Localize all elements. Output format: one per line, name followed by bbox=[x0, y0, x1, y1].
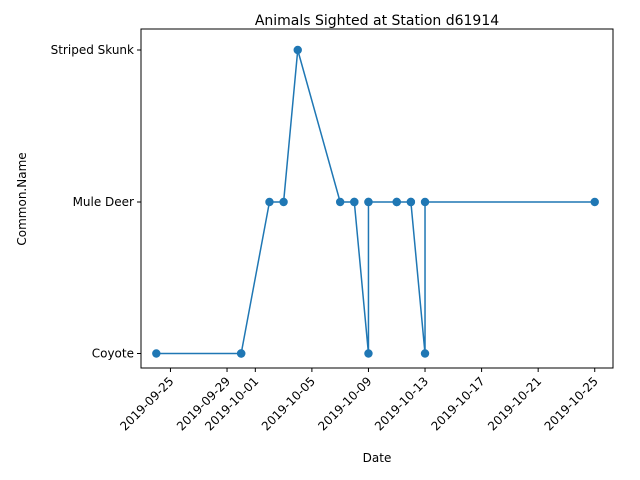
x-tick-label: 2019-10-17 bbox=[428, 374, 487, 433]
data-point bbox=[420, 197, 430, 207]
data-point bbox=[293, 45, 302, 55]
plot-frame bbox=[140, 28, 614, 369]
y-axis-label: Common.Name bbox=[15, 152, 29, 245]
x-axis: 2019-09-252019-09-292019-10-012019-10-05… bbox=[117, 368, 601, 433]
data-point bbox=[152, 349, 161, 358]
x-tick-label: 2019-10-05 bbox=[259, 374, 318, 433]
data-point bbox=[590, 197, 599, 207]
x-tick-label: 2019-09-25 bbox=[117, 374, 176, 433]
plot-area bbox=[152, 45, 599, 358]
data-point bbox=[364, 197, 373, 207]
data-point bbox=[364, 349, 373, 358]
chart-title: Animals Sighted at Station d61914 bbox=[255, 13, 499, 29]
data-point bbox=[265, 197, 274, 207]
y-axis: Coyote Mule Deer Striped Skunk bbox=[51, 43, 141, 361]
data-point bbox=[335, 197, 345, 207]
y-tick-label: Coyote bbox=[92, 347, 134, 361]
x-tick-label: 2019-10-21 bbox=[485, 374, 544, 433]
data-point bbox=[406, 197, 416, 207]
data-point bbox=[420, 349, 430, 358]
data-point bbox=[350, 197, 359, 207]
x-tick-label: 2019-10-09 bbox=[315, 374, 374, 433]
x-tick-label: 2019-10-25 bbox=[542, 374, 601, 433]
x-tick-label: 2019-10-13 bbox=[372, 374, 431, 433]
series-line bbox=[156, 49, 595, 355]
y-tick-label: Striped Skunk bbox=[51, 43, 134, 57]
data-point bbox=[392, 197, 401, 207]
y-tick-label: Mule Deer bbox=[73, 195, 134, 209]
x-axis-label: Date bbox=[363, 451, 392, 465]
data-point bbox=[279, 197, 288, 207]
data-point bbox=[236, 349, 246, 358]
